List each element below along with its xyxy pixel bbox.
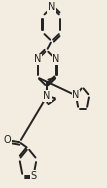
Text: N: N (52, 54, 60, 64)
Text: N: N (34, 54, 41, 64)
Text: O: O (4, 135, 11, 145)
Text: N: N (72, 90, 80, 100)
Text: S: S (30, 171, 36, 181)
Text: N: N (48, 2, 55, 12)
Text: N: N (43, 91, 51, 101)
